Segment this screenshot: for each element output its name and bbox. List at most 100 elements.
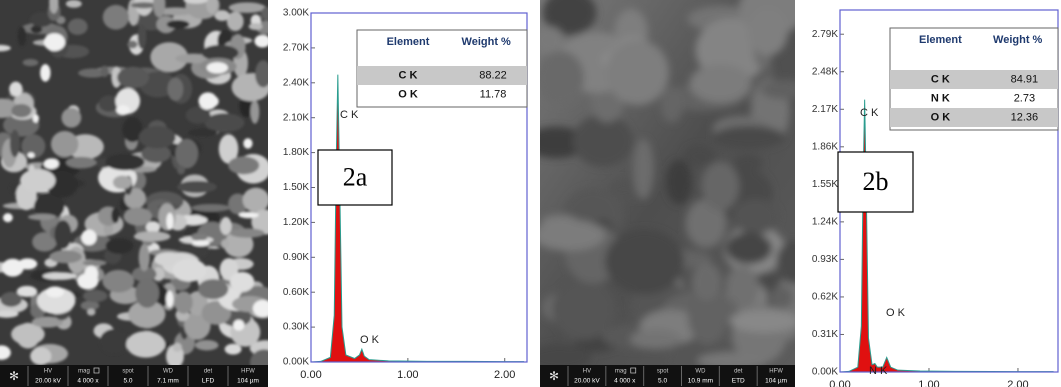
sem-bright-grain <box>77 273 98 289</box>
sem-grain <box>83 260 107 266</box>
table-cell: N K <box>931 92 950 104</box>
sem-surface <box>661 86 683 122</box>
sem-grain <box>16 323 40 349</box>
sem-grain <box>230 228 265 237</box>
peak-label: O K <box>886 307 906 319</box>
sem-bright-grain <box>166 291 174 308</box>
sem-grain <box>117 67 149 88</box>
databar-label: spot <box>122 369 134 375</box>
databar-value: 20.00 kV <box>574 378 600 385</box>
peak-label: N K <box>869 365 888 377</box>
sem-grain <box>198 279 228 299</box>
sem-grain <box>11 104 31 118</box>
y-tick-label: 0.62K <box>812 292 838 303</box>
databar-logo: ✻ <box>9 369 19 383</box>
databar-logo: ✻ <box>549 369 559 383</box>
sem-surface <box>633 139 654 199</box>
sem-grain <box>230 272 254 292</box>
sem-surface <box>748 7 788 56</box>
sem-grain <box>105 154 144 170</box>
sem-surface <box>537 51 584 105</box>
table-cell: 2.73 <box>1014 92 1035 104</box>
sem-bright-grain <box>199 92 218 109</box>
y-tick-label: 1.80K <box>283 147 309 158</box>
databar-value: 104 µm <box>237 378 259 385</box>
table-header: Weight % <box>993 34 1043 46</box>
databar-label: mag <box>78 369 90 375</box>
sem-surface <box>702 162 739 211</box>
databar-label: HV <box>583 369 591 375</box>
figure: ✻ HV 20.00 kV mag 4 000 x spot 5.0 WD 7.1 mm det L… <box>0 0 1061 387</box>
sem-bright-grain <box>166 213 173 230</box>
sem-grain <box>17 26 26 46</box>
table-header: Element <box>919 34 962 46</box>
sem-surface <box>770 286 793 309</box>
databar-value: 104 µm <box>765 378 787 385</box>
sem-surface <box>666 160 692 205</box>
table-cell: 88.22 <box>479 69 507 81</box>
sem-grain <box>250 100 259 124</box>
peak-label: C K <box>340 109 359 121</box>
sem-grain <box>135 278 159 307</box>
sem-bright-grain <box>44 33 66 51</box>
databar-label: det <box>204 369 213 375</box>
sem-grain <box>10 130 20 158</box>
sem-grain <box>126 331 165 357</box>
sem-grain <box>127 41 137 49</box>
sem-grain <box>174 291 192 313</box>
y-tick-label: 0.31K <box>812 329 838 340</box>
sem-surface <box>573 115 634 167</box>
sem-grain <box>225 344 242 355</box>
sem-grain <box>23 59 39 66</box>
databar-value: 20.00 kV <box>35 378 61 385</box>
y-tick-label: 1.20K <box>283 217 309 228</box>
sem-grain <box>228 156 259 174</box>
sem-surface <box>692 263 722 300</box>
databar-label: WD <box>695 369 706 375</box>
sem-surface <box>553 278 616 340</box>
sem-grain <box>100 329 129 355</box>
y-tick-label: 3.00K <box>283 8 309 19</box>
sem-grain <box>113 176 132 190</box>
y-tick-label: 2.10K <box>283 112 309 123</box>
x-tick-label: 0.00 <box>300 369 321 381</box>
panel-tag: 2b <box>863 167 889 196</box>
sem-grain <box>195 340 218 350</box>
sem-grain <box>49 250 82 263</box>
sem-bright-grain <box>33 114 39 123</box>
sem-grain <box>139 244 150 271</box>
sem-grain <box>106 238 134 254</box>
x-tick-label: 1.00 <box>397 369 418 381</box>
sem-surface <box>713 126 785 149</box>
sem-bright-grain <box>233 320 244 331</box>
databar-value: 4 000 x <box>77 378 99 385</box>
databar-label: det <box>734 369 743 375</box>
databar-label: mag <box>615 369 627 375</box>
sem-grain <box>20 169 55 192</box>
x-tick-label: 2.00 <box>1007 379 1028 387</box>
databar-value: LFD <box>202 378 215 385</box>
x-tick-label: 0.00 <box>829 379 850 387</box>
sem-bright-grain <box>18 258 37 269</box>
sem-image <box>525 0 811 384</box>
sem-grain <box>172 259 206 282</box>
sem-bright-grain <box>116 105 130 115</box>
databar-value: 5.0 <box>658 378 667 385</box>
databar-label: spot <box>657 369 669 375</box>
sem-grain <box>167 20 190 28</box>
sem-surface <box>684 145 716 167</box>
sem-bright-grain <box>254 35 270 48</box>
databar-value: 7.1 mm <box>157 378 179 385</box>
sem-grain <box>187 129 217 137</box>
sem-bright-grain <box>40 64 50 82</box>
sem-grain <box>111 208 119 223</box>
sem-surface <box>533 220 604 251</box>
databar-value: 5.0 <box>123 378 132 385</box>
sem-grain <box>103 5 129 30</box>
panel-tag: 2a <box>343 162 368 191</box>
sem-bright-grain <box>81 230 97 246</box>
sem-grain <box>167 78 183 101</box>
databar-value: 4 000 x <box>614 378 636 385</box>
sem-grain <box>99 95 119 111</box>
sem-grain <box>229 2 266 13</box>
